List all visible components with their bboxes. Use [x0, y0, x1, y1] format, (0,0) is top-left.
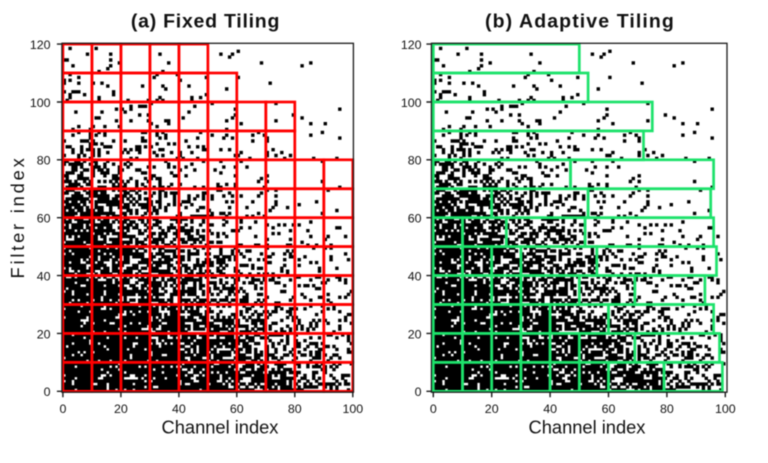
- svg-text:0: 0: [430, 402, 437, 416]
- svg-text:80: 80: [408, 154, 422, 168]
- svg-text:40: 40: [37, 270, 51, 284]
- svg-text:100: 100: [30, 96, 51, 110]
- svg-text:20: 20: [37, 327, 51, 341]
- svg-text:20: 20: [114, 402, 128, 416]
- svg-text:60: 60: [230, 402, 244, 416]
- svg-text:40: 40: [408, 270, 422, 284]
- svg-text:60: 60: [408, 212, 422, 226]
- svg-text:40: 40: [172, 402, 186, 416]
- svg-text:80: 80: [37, 154, 51, 168]
- svg-text:80: 80: [288, 402, 302, 416]
- svg-text:60: 60: [602, 402, 616, 416]
- svg-text:60: 60: [37, 212, 51, 226]
- svg-text:80: 80: [660, 402, 674, 416]
- svg-text:100: 100: [715, 402, 736, 416]
- svg-text:100: 100: [342, 402, 363, 416]
- svg-text:(b) Adaptive Tiling: (b) Adaptive Tiling: [485, 11, 675, 33]
- svg-text:Filter index: Filter index: [7, 155, 28, 278]
- svg-text:20: 20: [408, 327, 422, 341]
- svg-text:20: 20: [485, 402, 499, 416]
- svg-text:Channel index: Channel index: [529, 417, 646, 438]
- svg-text:0: 0: [415, 385, 422, 399]
- svg-text:(a) Fixed Tiling: (a) Fixed Tiling: [131, 11, 280, 33]
- svg-text:120: 120: [30, 38, 51, 52]
- svg-text:40: 40: [543, 402, 557, 416]
- svg-text:100: 100: [401, 96, 422, 110]
- svg-text:Channel index: Channel index: [162, 417, 279, 438]
- svg-text:0: 0: [59, 402, 66, 416]
- svg-text:120: 120: [401, 38, 422, 52]
- svg-text:0: 0: [44, 385, 51, 399]
